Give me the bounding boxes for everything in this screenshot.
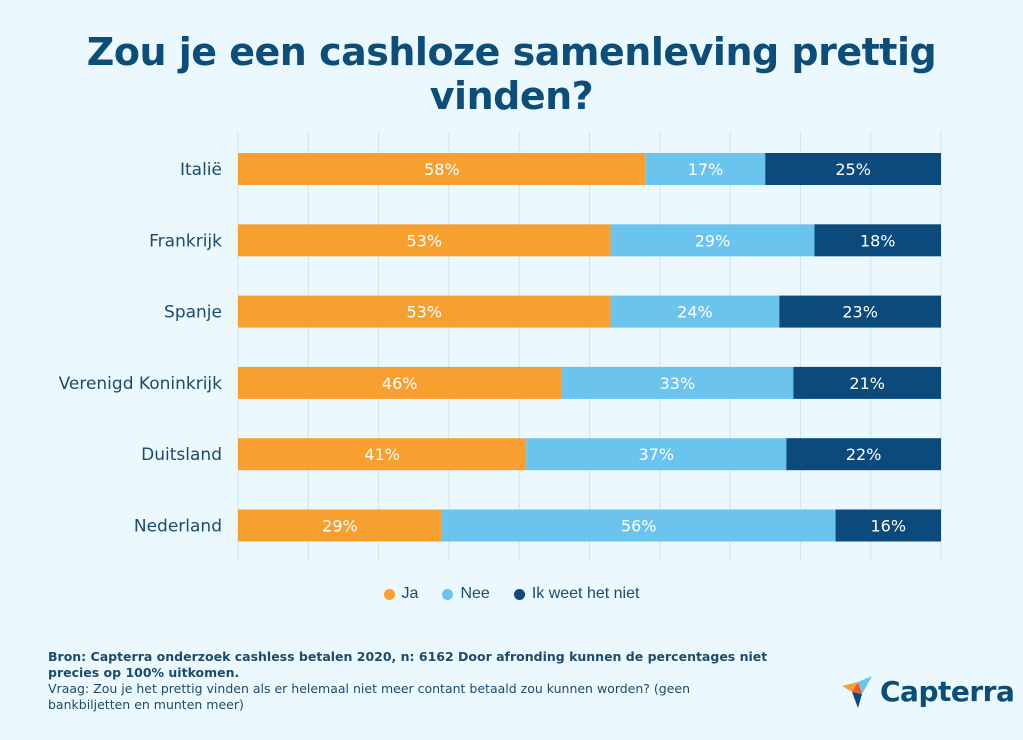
data-label: 29% [695,231,731,250]
legend-item-ja: Ja [383,585,419,603]
category-label: Italië [180,160,222,180]
data-label: 24% [677,303,713,322]
bar-segment [238,224,611,257]
data-label: 41% [364,445,400,464]
bar-segment [610,295,780,328]
data-label: 58% [424,160,460,179]
data-label: 23% [842,303,878,322]
capterra-logo: Capterra [840,672,1015,710]
logo-text: Capterra [880,674,1015,708]
stacked-bar-chart: Italië 58% 17% 25% Frankrijk 53% 29% 18% Spanje 5… [59,131,942,560]
bar-segment [526,438,787,471]
bar-segment [441,509,836,542]
legend-label-ja: Ja [401,585,419,602]
footer-notes: Bron: Capterra onderzoek cashless betale… [48,649,768,713]
bar-segment [835,509,941,542]
legend-swatch-ja [383,588,395,600]
legend-item-weet-niet: Ik weet het niet [513,585,640,603]
data-label: 46% [382,374,418,393]
bar-segment [779,295,941,328]
data-label: 53% [407,231,443,250]
legend-item-nee: Nee [442,585,490,603]
data-label: 33% [660,374,696,393]
bar-segment [765,153,941,185]
data-label: 25% [835,160,871,179]
bar-segment [645,153,766,185]
data-label: 22% [846,445,882,464]
legend-label-nee: Nee [460,585,490,602]
data-label: 17% [688,160,724,179]
capterra-flag-icon [842,676,872,708]
data-label: 18% [860,231,896,250]
bar-segment [238,295,611,328]
footer-source: Bron: Capterra onderzoek cashless betale… [48,649,768,680]
bar-segment [610,224,815,257]
legend-label-weet-niet: Ik weet het niet [531,585,640,602]
bar-segment [786,438,941,471]
data-label: 29% [322,517,358,536]
data-label: 21% [849,374,885,393]
legend-swatch-weet-niet [513,588,525,600]
bar-segment [814,224,941,257]
bar-segment [561,366,794,399]
bar-segment [793,366,941,399]
data-label: 37% [639,445,675,464]
category-label: Nederland [134,517,222,537]
bar-segment [238,153,646,185]
data-label: 56% [621,517,657,536]
legend: Ja Nee Ik weet het niet [0,585,1023,603]
category-label: Frankrijk [149,231,222,251]
legend-swatch-nee [442,588,454,600]
chart-title: Zou je een cashloze samenleving prettig … [86,30,937,118]
bar-segment [238,509,442,542]
bar-segment [238,366,562,399]
category-label: Spanje [164,303,222,323]
data-label: 53% [407,303,443,322]
bar-segment [238,438,527,471]
category-label: Verenigd Koninkrijk [59,374,223,394]
footer-question: Vraag: Zou je het prettig vinden als er … [48,681,691,712]
data-label: 16% [870,517,906,536]
category-label: Duitsland [141,445,222,465]
